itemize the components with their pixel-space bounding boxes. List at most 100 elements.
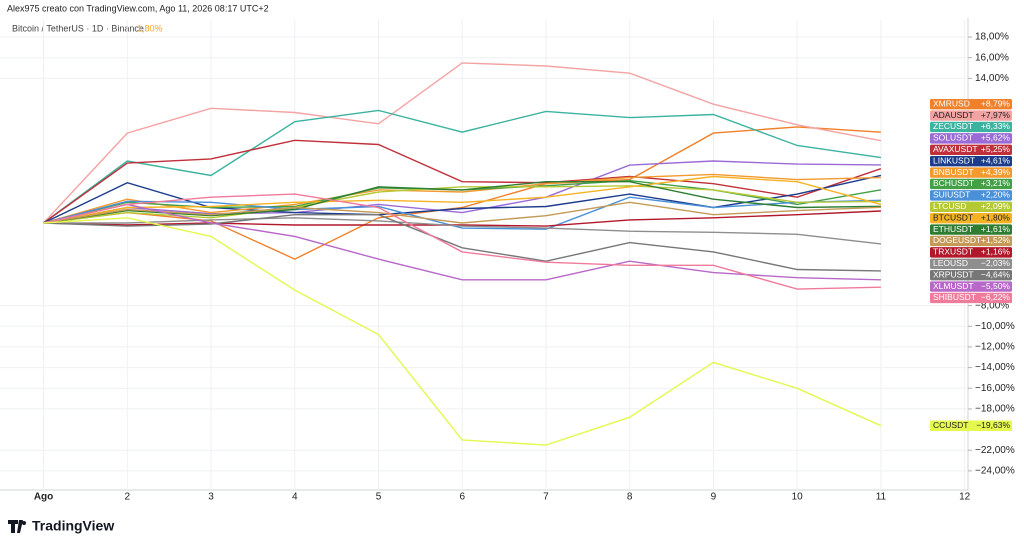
series-line — [43, 173, 881, 224]
series-line — [43, 217, 882, 446]
label-box — [930, 201, 1012, 212]
series-line — [43, 210, 881, 227]
data-label: −4,64% — [981, 269, 1011, 279]
series-label: SUIUSDT +2,20% — [930, 190, 1012, 201]
legend-entry: SUIUSDT — [933, 190, 970, 200]
x-tick-label: 4 — [292, 492, 298, 503]
label-box — [930, 133, 1012, 144]
series-line — [42, 62, 882, 224]
series-label: ETHUSDT +1,61% — [930, 224, 1012, 235]
series-label: XRPUSDT −4,64% — [930, 269, 1012, 281]
label-box — [930, 247, 1012, 258]
label-box — [930, 258, 1012, 269]
y-tick-label: −8,00% — [975, 300, 1009, 311]
data-label: +2,20% — [981, 190, 1011, 200]
data-label: −19,63% — [976, 420, 1010, 430]
data-label: −2,03% — [981, 258, 1011, 268]
series-label: TRXUSDT +1,16% — [930, 247, 1012, 258]
series-line — [43, 139, 882, 224]
series-label: LINKUSDT +4,61% — [930, 155, 1012, 167]
series-line — [43, 180, 881, 224]
data-label: +1,16% — [981, 247, 1011, 257]
data-label: −6,22% — [981, 292, 1011, 302]
legend-entry: BNBUSDT — [933, 167, 974, 177]
x-tick-label: 10 — [792, 492, 804, 503]
title-value: 1,80% — [137, 23, 163, 33]
y-tick-label: 14,00% — [975, 73, 1009, 84]
x-tick-label: 2 — [124, 492, 130, 503]
chart-title: Bitcoin / TetherUS · 1D · Binance — [12, 23, 144, 33]
label-box — [930, 178, 1012, 190]
legend-entry: XRPUSDT — [933, 269, 974, 279]
series-line — [43, 175, 882, 224]
series-line — [43, 196, 881, 230]
series-line — [43, 203, 881, 281]
y-tick-label: −12,00% — [975, 342, 1015, 353]
series-label: BCHUSDT +3,21% — [930, 178, 1012, 190]
series-label: LTCUSD +2,09% — [930, 201, 1012, 212]
data-label: +5,62% — [981, 133, 1011, 143]
data-label: +1,61% — [981, 224, 1011, 234]
series-label: DOGEUSDT +1,52% — [930, 235, 1012, 247]
legend-entry: XMRUSD — [933, 98, 970, 108]
legend-entry: BTCUSDT — [933, 212, 973, 222]
brand: TradingView — [32, 518, 114, 534]
legend-entry: CCUSDT — [933, 420, 968, 430]
label-box — [930, 167, 1012, 178]
legend-entry: ZECUSDT — [933, 121, 973, 131]
y-tick-label: −16,00% — [975, 383, 1015, 394]
label-box — [930, 144, 1012, 155]
legend-entry: DOGEUSDT — [933, 235, 981, 245]
x-tick-label: 12 — [959, 492, 971, 503]
label-box — [930, 212, 1012, 224]
x-tick-label: 11 — [876, 492, 887, 503]
label-box — [930, 121, 1012, 133]
data-label: +5,25% — [981, 144, 1011, 154]
label-box — [930, 224, 1012, 235]
legend-entry: LINKUSDT — [933, 155, 975, 165]
series-line — [43, 217, 881, 245]
series-label: XLMUSDT −5,50% — [930, 281, 1012, 292]
y-tick-label: −14,00% — [975, 362, 1015, 373]
x-tick-label: 9 — [711, 492, 717, 503]
series-label: SHIBUSDT −6,22% — [930, 292, 1012, 304]
series-label: SOLUSDT +5,62% — [930, 133, 1012, 144]
legend-entry: XLMUSDT — [933, 281, 974, 291]
data-label: +6,33% — [981, 121, 1011, 131]
label-box — [930, 281, 1012, 292]
label-box — [930, 292, 1012, 304]
data-label: +1,52% — [981, 235, 1011, 245]
data-label: +4,61% — [981, 155, 1011, 165]
x-tick-label: Ago — [34, 492, 53, 503]
x-tick-label: 8 — [627, 492, 633, 503]
legend-entry: ADAUSDT — [933, 110, 974, 120]
y-tick-label: 18,00% — [975, 32, 1009, 43]
series-label: CCUSDT −19,63% — [930, 420, 1012, 431]
series-line — [43, 126, 881, 260]
series-line — [43, 185, 881, 224]
label-box — [930, 110, 1012, 121]
legend-entry: TRXUSDT — [933, 247, 973, 257]
series-label: ZECUSDT +6,33% — [930, 121, 1012, 133]
series-label: BTCUSDT +1,80% — [930, 212, 1012, 224]
data-label: +1,80% — [981, 212, 1011, 222]
series-label: LEOUSD −2,03% — [930, 258, 1012, 269]
series-label: BNBUSDT +4,39% — [930, 167, 1012, 178]
data-label: −5,50% — [981, 281, 1011, 291]
series-line — [43, 109, 882, 224]
label-box — [930, 155, 1012, 167]
brand-logo — [8, 520, 26, 533]
y-tick-label: −18,00% — [975, 404, 1015, 415]
data-label: +4,39% — [981, 167, 1011, 177]
data-label: +7,97% — [981, 110, 1011, 120]
x-tick-label: 5 — [376, 492, 382, 503]
x-tick-label: 6 — [459, 492, 465, 503]
x-tick-label: 3 — [208, 492, 214, 503]
series-line — [43, 193, 881, 290]
series-line — [43, 201, 881, 224]
label-box — [930, 98, 1012, 110]
y-tick-label: −10,00% — [975, 321, 1015, 332]
legend-entry: LTCUSD — [933, 201, 966, 211]
y-tick-label: 16,00% — [975, 52, 1009, 63]
